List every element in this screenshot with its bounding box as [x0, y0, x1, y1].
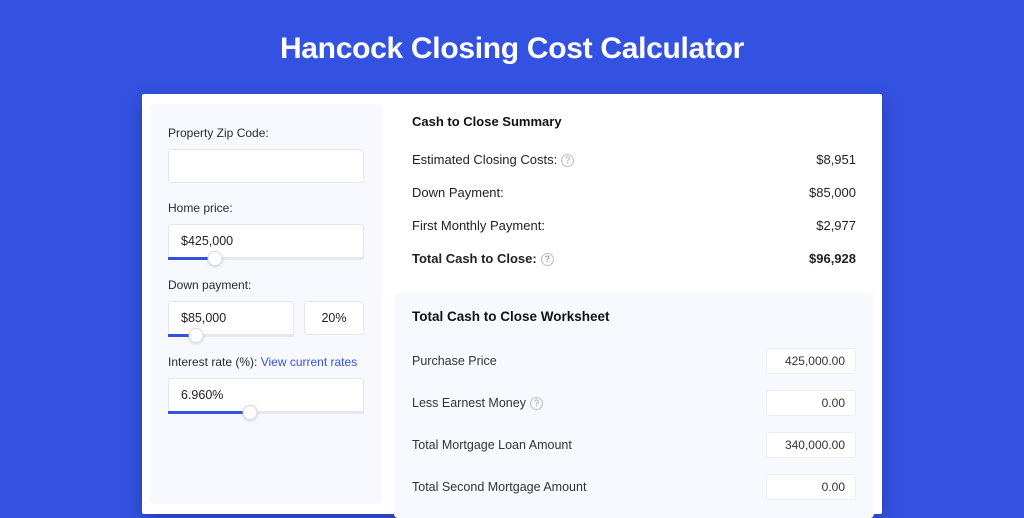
- down-payment-slider[interactable]: [168, 334, 294, 337]
- summary-row-label-text: Down Payment:: [412, 185, 504, 200]
- summary-row-label-text: Total Cash to Close:: [412, 251, 537, 266]
- interest-input[interactable]: 6.960%: [168, 378, 364, 412]
- home-price-label: Home price:: [168, 201, 364, 215]
- interest-field-group: Interest rate (%): View current rates 6.…: [168, 355, 364, 414]
- results-panel: Cash to Close Summary Estimated Closing …: [394, 104, 874, 504]
- down-payment-input-value: $85,000: [181, 311, 226, 325]
- worksheet-row-label-text: Total Mortgage Loan Amount: [412, 438, 572, 452]
- help-icon[interactable]: ?: [561, 154, 574, 167]
- home-price-input[interactable]: $425,000: [168, 224, 364, 258]
- home-price-slider[interactable]: [168, 257, 364, 260]
- worksheet-row-value[interactable]: 425,000.00: [766, 348, 856, 374]
- summary-row-label: Estimated Closing Costs:?: [412, 152, 574, 167]
- down-payment-label: Down payment:: [168, 278, 364, 292]
- summary-row-value: $85,000: [809, 185, 856, 200]
- worksheet-row-label-text: Less Earnest Money: [412, 396, 526, 410]
- calculator-card: Property Zip Code: Home price: $425,000: [142, 94, 882, 514]
- page-title: Hancock Closing Cost Calculator: [280, 32, 744, 66]
- worksheet-row-label: Less Earnest Money?: [412, 396, 543, 410]
- summary-section: Cash to Close Summary Estimated Closing …: [394, 104, 874, 279]
- summary-title: Cash to Close Summary: [412, 114, 856, 129]
- summary-row: Total Cash to Close:? $96,928: [412, 242, 856, 275]
- worksheet-row-value[interactable]: 0.00: [766, 474, 856, 500]
- summary-row-value: $8,951: [816, 152, 856, 167]
- home-price-field-group: Home price: $425,000: [168, 201, 364, 260]
- summary-row-value: $2,977: [816, 218, 856, 233]
- inputs-panel: Property Zip Code: Home price: $425,000: [150, 104, 382, 504]
- interest-label: Interest rate (%): View current rates: [168, 355, 364, 369]
- home-price-slider-thumb[interactable]: [208, 251, 223, 266]
- worksheet-row-value[interactable]: 0.00: [766, 390, 856, 416]
- summary-row: First Monthly Payment: $2,977: [412, 209, 856, 242]
- summary-row-label: Total Cash to Close:?: [412, 251, 554, 266]
- summary-row-label-text: Estimated Closing Costs:: [412, 152, 557, 167]
- interest-slider[interactable]: [168, 411, 364, 414]
- summary-row-value: $96,928: [809, 251, 856, 266]
- home-price-input-value: $425,000: [181, 234, 233, 248]
- summary-row: Estimated Closing Costs:? $8,951: [412, 143, 856, 176]
- worksheet-row: Purchase Price 425,000.00: [412, 340, 856, 382]
- down-payment-input[interactable]: $85,000: [168, 301, 294, 335]
- worksheet-row-label: Total Second Mortgage Amount: [412, 480, 586, 494]
- worksheet-row-label-text: Purchase Price: [412, 354, 497, 368]
- summary-row: Down Payment: $85,000: [412, 176, 856, 209]
- interest-label-prefix: Interest rate (%):: [168, 355, 261, 369]
- summary-row-label: First Monthly Payment:: [412, 218, 545, 233]
- interest-input-value: 6.960%: [181, 388, 223, 402]
- worksheet-row: Total Second Mortgage Amount 0.00: [412, 466, 856, 508]
- zip-label: Property Zip Code:: [168, 126, 364, 140]
- interest-slider-fill: [168, 411, 250, 414]
- worksheet-title: Total Cash to Close Worksheet: [412, 309, 856, 324]
- view-rates-link[interactable]: View current rates: [261, 355, 358, 369]
- worksheet-row-label: Total Mortgage Loan Amount: [412, 438, 572, 452]
- down-payment-pct-value: 20%: [321, 311, 346, 325]
- worksheet-section: Total Cash to Close Worksheet Purchase P…: [394, 293, 874, 518]
- summary-row-label-text: First Monthly Payment:: [412, 218, 545, 233]
- worksheet-row-label-text: Total Second Mortgage Amount: [412, 480, 586, 494]
- down-payment-pct-input[interactable]: 20%: [304, 301, 364, 335]
- worksheet-row-label: Purchase Price: [412, 354, 497, 368]
- zip-field-group: Property Zip Code:: [168, 126, 364, 183]
- down-payment-slider-thumb[interactable]: [188, 328, 203, 343]
- zip-input[interactable]: [168, 149, 364, 183]
- help-icon[interactable]: ?: [541, 253, 554, 266]
- help-icon[interactable]: ?: [530, 397, 543, 410]
- worksheet-row: Total Mortgage Loan Amount 340,000.00: [412, 424, 856, 466]
- summary-row-label: Down Payment:: [412, 185, 504, 200]
- down-payment-field-group: Down payment: $85,000 20%: [168, 278, 364, 337]
- interest-slider-thumb[interactable]: [243, 405, 258, 420]
- worksheet-row-value[interactable]: 340,000.00: [766, 432, 856, 458]
- worksheet-row: Less Earnest Money? 0.00: [412, 382, 856, 424]
